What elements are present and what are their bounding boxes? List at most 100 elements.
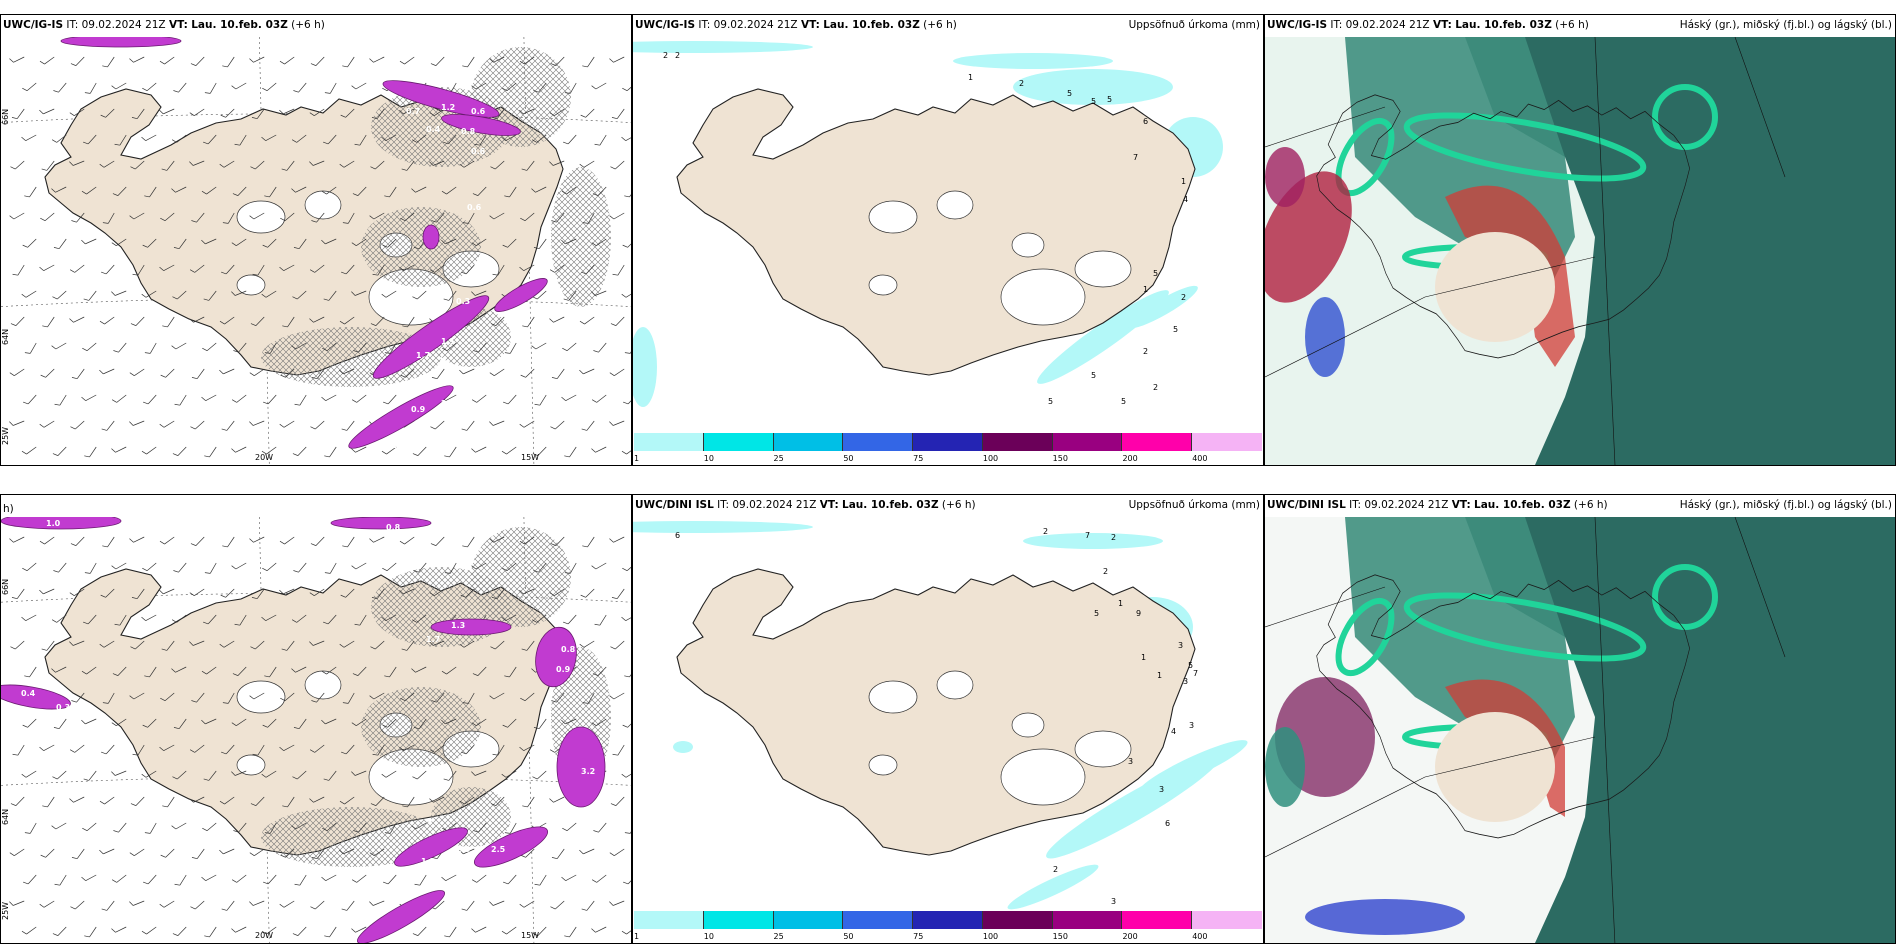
wind-barb — [23, 394, 37, 405]
precip-value-label: 1.6 — [431, 879, 446, 888]
wind-barb — [21, 446, 37, 455]
wind-barb — [280, 848, 295, 858]
wind-barb — [624, 342, 631, 354]
wind-barb — [293, 562, 307, 573]
precip-blob — [441, 114, 521, 136]
wind-barb — [549, 160, 565, 166]
wind-barb — [51, 614, 67, 623]
wind-barb — [609, 692, 625, 700]
precip-panel-ig-is: UWC/IG-IS IT: 09.02.2024 21Z VT: Lau. 10… — [632, 14, 1264, 466]
colorbar-cell — [634, 911, 704, 929]
wind-barb — [51, 822, 67, 830]
colorbar-tick-label: 10 — [703, 932, 714, 941]
wind-barb — [231, 562, 247, 570]
wind-barb — [369, 56, 385, 63]
wind-barb — [489, 536, 505, 543]
wind-barb — [234, 614, 247, 626]
wind-barb — [579, 848, 595, 855]
wind-barb — [130, 796, 145, 806]
wind-barb — [142, 238, 157, 248]
wind-barb — [42, 796, 55, 808]
wind-barb — [550, 56, 565, 66]
wind-barb — [102, 212, 115, 224]
cloud-panel-dini: UWC/DINI ISL IT: 09.02.2024 21Z VT: Lau.… — [1264, 494, 1896, 944]
wind-barb — [561, 394, 577, 401]
wind-barb — [471, 446, 487, 453]
wind-barb — [160, 368, 175, 378]
wind-barb — [461, 900, 475, 911]
wind-barb — [443, 770, 457, 781]
wind-barb — [609, 900, 625, 906]
precip-value-label: 5 — [1188, 661, 1194, 670]
wind-barb — [611, 588, 625, 600]
wind-barb — [563, 134, 577, 145]
wind-barb — [9, 848, 25, 857]
wind-barb — [191, 848, 205, 860]
wind-barb — [430, 420, 445, 430]
wind-barb — [219, 368, 235, 375]
wind-barb — [141, 770, 157, 778]
wind-barb — [580, 588, 595, 598]
precip-value-label: 1.2 — [421, 857, 436, 866]
wind-barb — [490, 316, 505, 326]
wind-barb — [102, 56, 115, 68]
wind-barb — [411, 822, 427, 830]
wind-barb — [52, 446, 67, 456]
precip-value-label: 5 — [1091, 97, 1097, 106]
wind-barb — [82, 822, 97, 832]
wind-barb — [144, 186, 157, 198]
wind-barb — [504, 822, 517, 834]
wind-barb — [502, 82, 517, 92]
wind-barb — [279, 108, 295, 115]
wind-barb — [221, 264, 235, 275]
wind-barb — [264, 186, 277, 198]
wind-barb — [22, 238, 37, 248]
panel-title: Uppsöfnuð úrkoma (mm) — [1128, 499, 1260, 511]
wind-barb — [24, 822, 37, 834]
wind-barb — [431, 692, 445, 703]
boundary-line — [1265, 736, 1596, 858]
wind-barb — [81, 718, 97, 725]
colorbar-tick-label: 1 — [634, 454, 640, 463]
wind-barb — [263, 874, 277, 885]
wind-barb — [171, 822, 187, 830]
wind-barb — [609, 420, 625, 426]
precip-area — [1138, 740, 1248, 794]
wind-barb — [519, 264, 535, 271]
wind-barb — [309, 264, 325, 273]
wind-barb — [399, 744, 415, 751]
wind-barb — [189, 796, 205, 803]
precip-blob — [535, 626, 577, 688]
wind-barb — [430, 56, 445, 66]
wind-barb — [189, 588, 205, 597]
wind-barb — [383, 874, 397, 885]
wind-barb — [622, 82, 631, 92]
wind-barb — [9, 536, 25, 543]
wind-barb — [459, 160, 475, 168]
cloud-west-patch — [1305, 297, 1345, 377]
wind-barb — [10, 316, 25, 326]
wind-barb — [351, 718, 367, 727]
wind-barb — [462, 536, 475, 548]
wind-barb — [22, 718, 37, 728]
wind-barb — [309, 796, 325, 803]
cloud-west-patch — [1265, 727, 1305, 807]
wind-barb — [399, 108, 415, 115]
wind-barb — [71, 212, 85, 223]
wind-barb — [222, 56, 235, 68]
wind-barb — [69, 796, 85, 803]
precip-value-label: 1 — [1143, 285, 1149, 294]
boundary-line — [1594, 37, 1616, 465]
wind-barb — [382, 718, 397, 728]
wind-barb — [171, 186, 187, 193]
wind-barb — [501, 446, 517, 455]
wind-barb — [520, 368, 535, 378]
wind-barb — [502, 238, 517, 248]
panel-title: Háský (gr.), miðský (fj.bl.) og lágský (… — [1679, 19, 1892, 31]
wind-barb — [551, 692, 565, 703]
wind-barb — [591, 874, 607, 883]
wind-barb — [100, 588, 115, 598]
wind-barb — [339, 640, 355, 648]
wind-barb — [99, 368, 115, 375]
wind-barb — [222, 692, 235, 704]
